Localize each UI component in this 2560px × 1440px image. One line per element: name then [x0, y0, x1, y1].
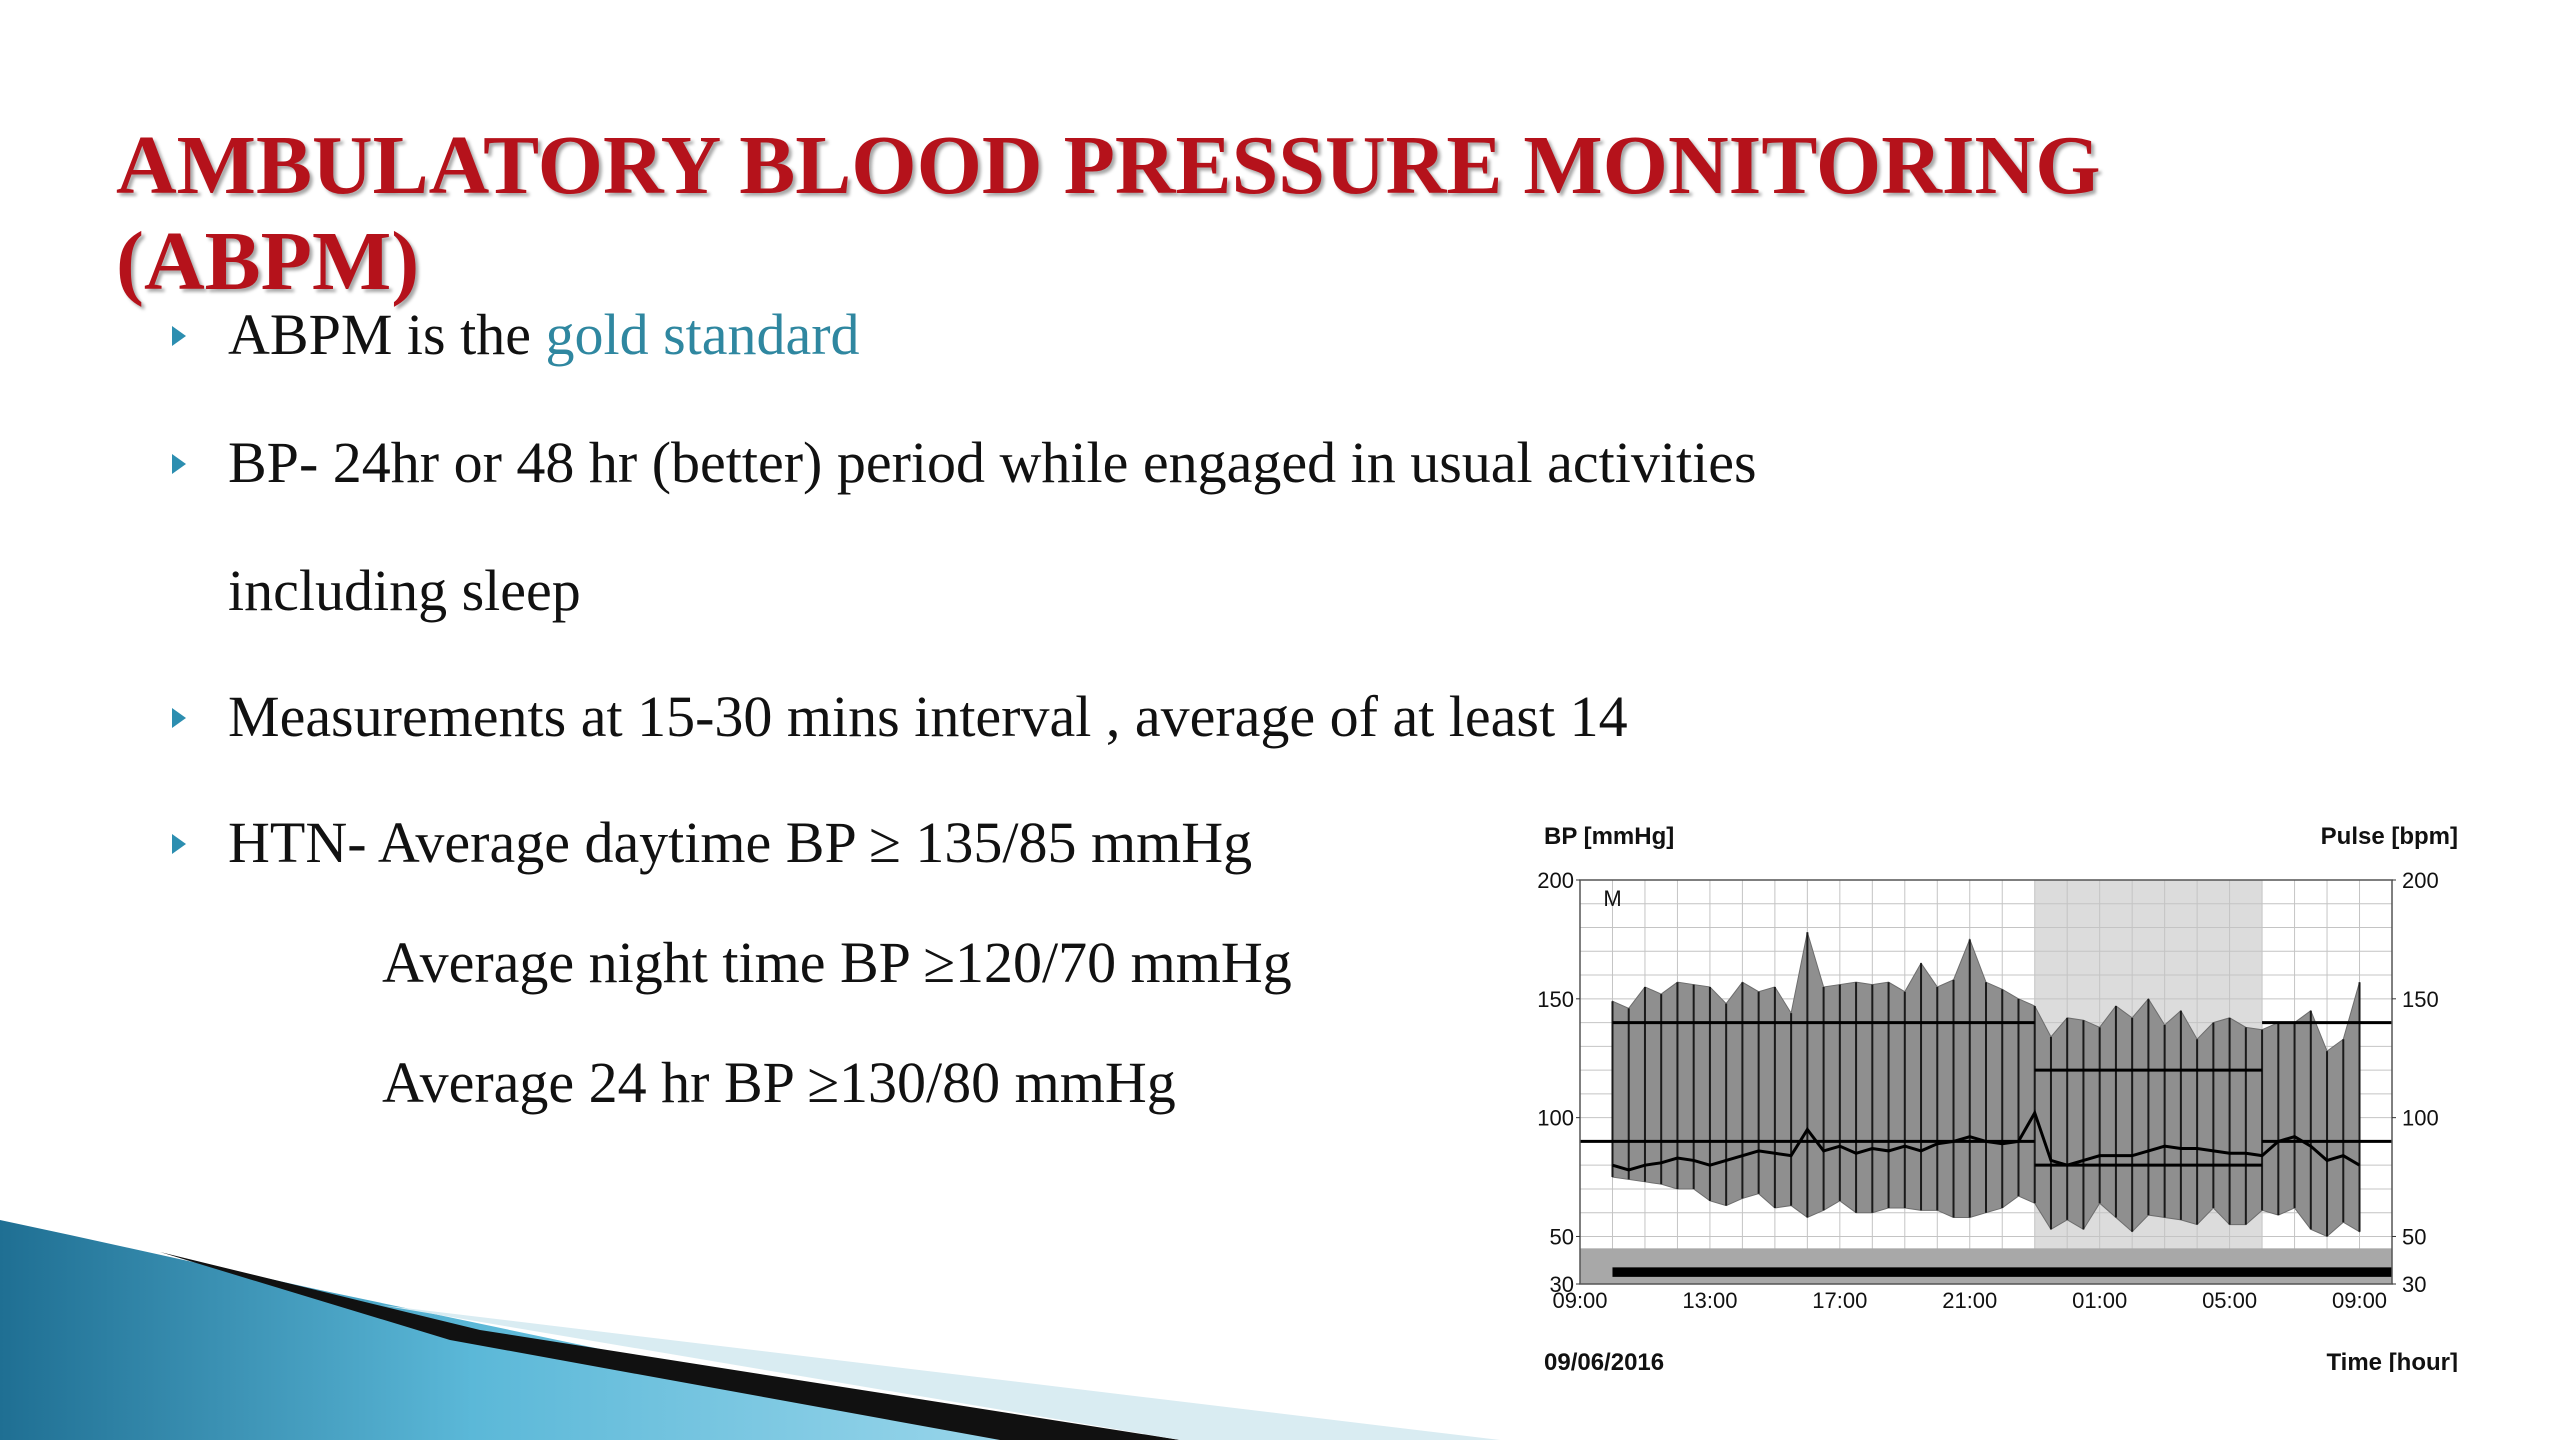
bullet-text: HTN- Average daytime BP ≥ 135/85 mmHg — [228, 810, 1253, 875]
x-tick-label: 17:00 — [1812, 1288, 1867, 1313]
bottom-band — [1580, 1248, 2392, 1284]
y-tick-label-right: 100 — [2402, 1106, 2439, 1131]
y-tick-label-left: 150 — [1537, 987, 1574, 1012]
x-tick-label: 13:00 — [1682, 1288, 1737, 1313]
plot-border — [1579, 879, 2393, 1285]
bullet-continuation: including sleep — [228, 558, 581, 623]
bullet-text: ABPM is the gold standard — [228, 300, 860, 370]
y-tick-label-right: 150 — [2402, 987, 2439, 1012]
bullet-arrow-icon — [172, 326, 186, 346]
date-label: 09/06/2016 — [1544, 1349, 1664, 1372]
y-tick-label-left: 30 — [1550, 1272, 1574, 1297]
measurement-marker-label: M — [1603, 886, 1621, 911]
x-tick-label: 09:00 — [1552, 1288, 1607, 1313]
bullet-arrow-icon — [172, 454, 186, 474]
x-tick-label: 05:00 — [2202, 1288, 2257, 1313]
bullet-text: BP- 24hr or 48 hr (better) period while … — [228, 430, 1757, 495]
x-tick-label: 09:00 — [2332, 1288, 2387, 1313]
y-tick-label-left: 50 — [1550, 1224, 1574, 1249]
bullet-text: Measurements at 15-30 mins interval , av… — [228, 684, 1628, 749]
y-tick-label-right: 200 — [2402, 868, 2439, 893]
y-axis-label-left: BP [mmHg] — [1544, 823, 1674, 850]
x-tick-label: 21:00 — [1942, 1288, 1997, 1313]
y-tick-label-left: 200 — [1537, 868, 1574, 893]
y-axis-label-right: Pulse [bpm] — [2321, 823, 2458, 850]
bullet-arrow-icon — [172, 708, 186, 728]
slide-title: AMBULATORY BLOOD PRESSURE MONITORING (AB… — [116, 119, 2101, 308]
abpm-chart: 30 30 50 50 100 100 150 150 200 200 09:00 13:00 17:0… — [1530, 812, 2460, 1376]
x-axis-label: Time [hour] — [2326, 1349, 2458, 1372]
y-tick-label-right: 30 — [2402, 1272, 2426, 1297]
y-tick-label-right: 50 — [2402, 1224, 2426, 1249]
x-tick-label: 01:00 — [2072, 1288, 2127, 1313]
recording-period-bar — [1612, 1267, 2392, 1277]
bullet-prefix: ABPM is the — [228, 302, 546, 367]
y-tick-label-left: 100 — [1537, 1106, 1574, 1131]
htn-24hr-line: Average 24 hr BP ≥130/80 mmHg — [382, 1050, 1176, 1115]
abpm-chart-svg: 30 30 50 50 100 100 150 150 200 200 09:00 13:00 17:0… — [1537, 823, 2458, 1376]
gold-standard-highlight: gold standard — [545, 302, 860, 367]
pulse-line — [1612, 1109, 2361, 1172]
htn-night-line: Average night time BP ≥120/70 mmHg — [382, 930, 1292, 995]
bullet-arrow-icon — [172, 834, 186, 854]
